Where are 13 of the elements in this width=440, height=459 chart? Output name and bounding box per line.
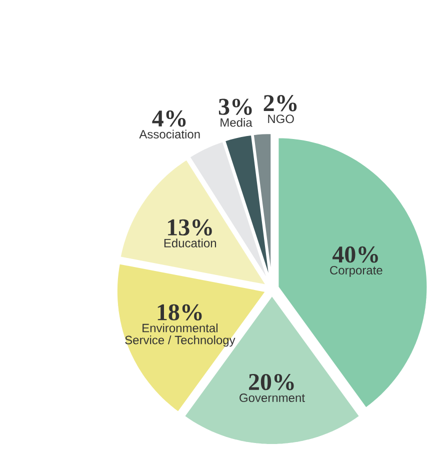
slice-label: Government xyxy=(240,394,305,402)
data-label: 13% xyxy=(168,219,212,236)
slice-label: NGO xyxy=(268,114,294,124)
slice-label: Association xyxy=(139,130,200,138)
data-label: 20% xyxy=(248,374,294,390)
slice-label: Media xyxy=(220,118,252,127)
slice-label: Education xyxy=(164,238,216,248)
data-label: 3% xyxy=(218,98,252,115)
slice-label: Corporate xyxy=(330,266,382,277)
data-label: 2% xyxy=(264,95,297,112)
data-label: 18% xyxy=(158,304,202,320)
data-label: 4% xyxy=(152,110,186,127)
data-label: 40% xyxy=(332,246,378,263)
